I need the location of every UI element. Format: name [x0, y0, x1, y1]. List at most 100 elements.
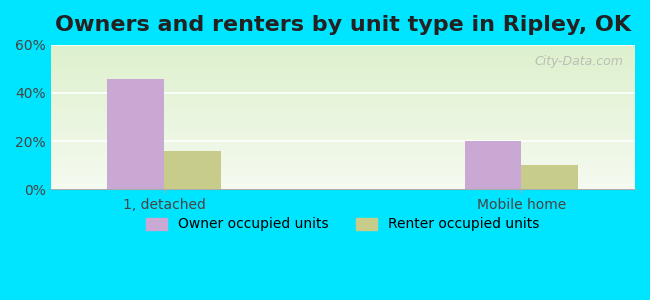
Bar: [51, 131, 635, 133]
Bar: [51, 172, 635, 173]
Bar: [51, 117, 635, 118]
Bar: [51, 130, 635, 131]
Bar: [51, 144, 635, 146]
Bar: [51, 106, 635, 107]
Bar: [51, 142, 635, 143]
Bar: [51, 53, 635, 55]
Bar: [51, 110, 635, 111]
Bar: [51, 179, 635, 181]
Bar: [51, 118, 635, 120]
Bar: [51, 165, 635, 166]
Bar: [51, 181, 635, 182]
Bar: [51, 156, 635, 158]
Bar: [51, 150, 635, 152]
Bar: [51, 140, 635, 142]
Title: Owners and renters by unit type in Ripley, OK: Owners and renters by unit type in Riple…: [55, 15, 630, 35]
Bar: [51, 127, 635, 129]
Bar: [51, 75, 635, 76]
Bar: [51, 167, 635, 169]
Bar: [51, 116, 635, 117]
Bar: [51, 136, 635, 137]
Bar: [51, 160, 635, 162]
Bar: [521, 165, 578, 189]
Bar: [51, 68, 635, 69]
Bar: [51, 182, 635, 183]
Bar: [51, 76, 635, 78]
Bar: [51, 162, 635, 163]
Bar: [51, 147, 635, 149]
Bar: [51, 46, 635, 48]
Bar: [51, 90, 635, 91]
Bar: [465, 141, 521, 189]
Bar: [51, 139, 635, 140]
Bar: [107, 79, 164, 189]
Bar: [51, 48, 635, 49]
Bar: [51, 64, 635, 65]
Bar: [51, 113, 635, 114]
Bar: [51, 170, 635, 172]
Bar: [51, 137, 635, 139]
Bar: [51, 98, 635, 100]
Bar: [51, 74, 635, 75]
Text: City-Data.com: City-Data.com: [534, 55, 623, 68]
Bar: [51, 143, 635, 144]
Bar: [51, 134, 635, 136]
Bar: [51, 186, 635, 188]
Bar: [51, 122, 635, 123]
Bar: [51, 103, 635, 104]
Bar: [51, 58, 635, 59]
Bar: [51, 87, 635, 88]
Bar: [51, 91, 635, 92]
Bar: [51, 173, 635, 175]
Bar: [51, 92, 635, 94]
Bar: [51, 120, 635, 122]
Bar: [164, 151, 221, 189]
Bar: [51, 176, 635, 178]
Bar: [51, 49, 635, 51]
Bar: [51, 101, 635, 103]
Bar: [51, 61, 635, 62]
Bar: [51, 71, 635, 72]
Bar: [51, 183, 635, 185]
Bar: [51, 108, 635, 110]
Bar: [51, 81, 635, 82]
Bar: [51, 178, 635, 179]
Bar: [51, 88, 635, 90]
Bar: [51, 56, 635, 58]
Legend: Owner occupied units, Renter occupied units: Owner occupied units, Renter occupied un…: [140, 212, 545, 237]
Bar: [51, 78, 635, 80]
Bar: [51, 114, 635, 116]
Bar: [51, 169, 635, 170]
Bar: [51, 45, 635, 46]
Bar: [51, 154, 635, 156]
Bar: [51, 146, 635, 147]
Bar: [51, 65, 635, 67]
Bar: [51, 123, 635, 124]
Bar: [51, 149, 635, 150]
Bar: [51, 55, 635, 56]
Bar: [51, 69, 635, 71]
Bar: [51, 59, 635, 61]
Bar: [51, 104, 635, 106]
Bar: [51, 62, 635, 64]
Bar: [51, 95, 635, 97]
Bar: [51, 175, 635, 176]
Bar: [51, 107, 635, 108]
Bar: [51, 67, 635, 68]
Bar: [51, 124, 635, 126]
Bar: [51, 129, 635, 130]
Bar: [51, 188, 635, 189]
Bar: [51, 100, 635, 101]
Bar: [51, 152, 635, 153]
Bar: [51, 52, 635, 53]
Bar: [51, 163, 635, 165]
Bar: [51, 166, 635, 167]
Bar: [51, 94, 635, 95]
Bar: [51, 133, 635, 134]
Bar: [51, 158, 635, 159]
Bar: [51, 84, 635, 85]
Bar: [51, 72, 635, 74]
Bar: [51, 97, 635, 98]
Bar: [51, 159, 635, 160]
Bar: [51, 185, 635, 186]
